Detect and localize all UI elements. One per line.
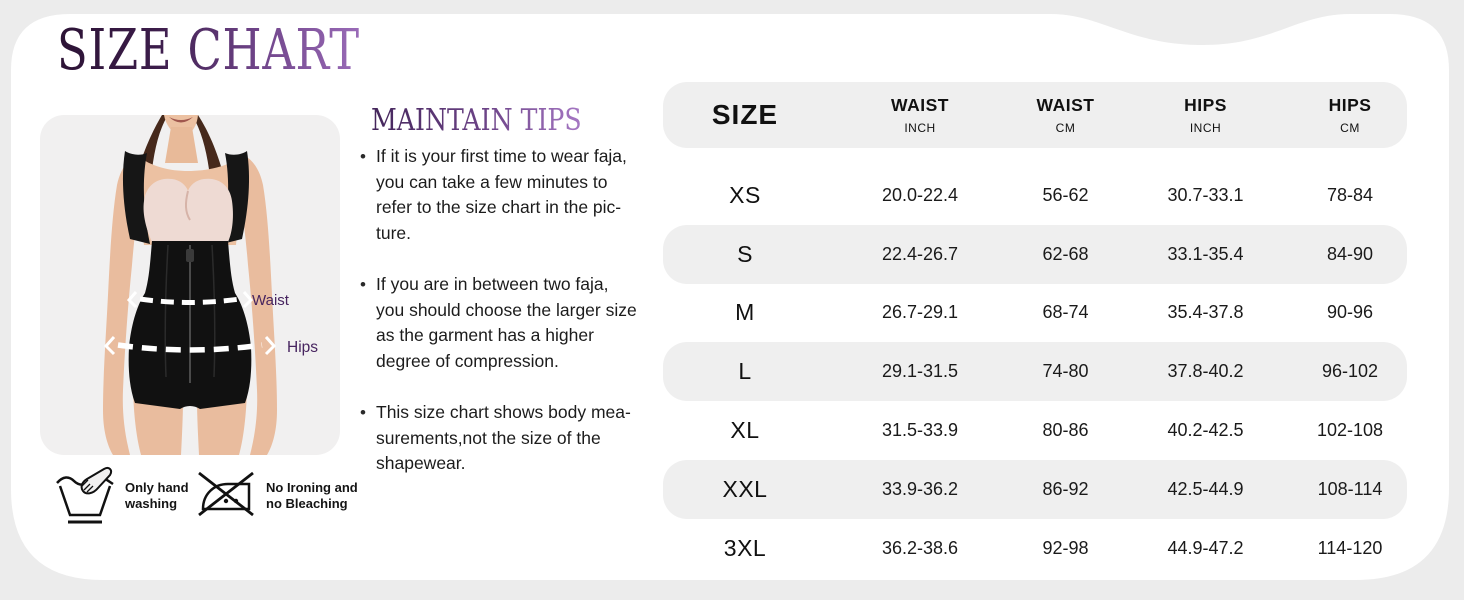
tip-item: If it is your first time to wear faja, y… [360, 144, 680, 246]
hand-wash-icon [56, 466, 114, 524]
waist-inch-cell: 31.5-33.9 [881, 420, 959, 441]
hips-cm-cell: 78-84 [1326, 184, 1374, 205]
column-unit: INCH [1189, 121, 1222, 135]
shapewear-model-illustration: Waist Hips [103, 115, 318, 455]
table-row: XS 20.0-22.4 56-62 30.7-33.1 78-84 [663, 166, 1407, 225]
waist-cm-cell: 68-74 [1042, 302, 1089, 323]
hips-arrow-right [264, 336, 277, 356]
hips-inch-cell: 40.2-42.5 [1167, 420, 1244, 441]
size-cell: L [738, 358, 752, 385]
waist-measure-line [139, 296, 241, 305]
waist-cm-cell: 74-80 [1042, 361, 1089, 382]
column-unit: CM [1340, 121, 1360, 135]
zipper-pull [186, 249, 194, 262]
column-header-size: SIZE [663, 99, 827, 131]
waist-inch-cell: 22.4-26.7 [881, 243, 959, 264]
waist-cm-cell: 56-62 [1042, 184, 1089, 205]
right-arm [239, 155, 277, 455]
hips-cm-cell: 84-90 [1326, 243, 1374, 264]
waist-inch-cell: 33.9-36.2 [881, 478, 959, 499]
model-figure-card: Waist Hips [40, 115, 340, 455]
tip-item: This size chart shows body mea- surement… [360, 400, 680, 477]
hips-inch-cell: 44.9-47.2 [1167, 537, 1244, 558]
waist-arrow-left [126, 291, 138, 309]
hips-arrow-left [103, 336, 116, 356]
size-table-header: SIZE WAIST INCH WAIST CM HIPS INCH HIPS … [663, 82, 1407, 148]
hips-inch-cell: 35.4-37.8 [1167, 302, 1244, 323]
column-unit: INCH [904, 121, 936, 135]
column-label: SIZE [711, 99, 779, 130]
column-label: WAIST [891, 95, 949, 115]
column-label: HIPS [1184, 95, 1227, 115]
waist-cm-cell: 92-98 [1042, 537, 1089, 558]
boning-left [164, 244, 169, 378]
waist-arrow-right [242, 291, 254, 309]
tip-item: If you are in between two faja, you shou… [360, 272, 680, 374]
care-label: Only hand washing [125, 480, 189, 511]
hips-inch-cell: 33.1-35.4 [1167, 243, 1244, 264]
table-row: L 29.1-31.5 74-80 37.8-40.2 96-102 [663, 342, 1407, 402]
table-row: S 22.4-26.7 62-68 33.1-35.4 84-90 [663, 224, 1407, 284]
size-table-body: XS 20.0-22.4 56-62 30.7-33.1 78-84 S 22.… [663, 166, 1407, 578]
size-cell: XL [730, 417, 760, 444]
waist-cm-cell: 86-92 [1042, 478, 1089, 499]
tips-list: If it is your first time to wear faja, y… [360, 144, 680, 503]
bra-seam [184, 190, 191, 221]
size-cell: XS [729, 181, 761, 208]
column-label: WAIST [1036, 95, 1095, 115]
hips-cm-cell: 108-114 [1317, 478, 1383, 499]
boning-right [211, 244, 216, 378]
hips-measure-line [117, 342, 263, 353]
page-title: SIZE CHART [57, 18, 360, 83]
care-item-hand-wash: Only hand washing [55, 466, 189, 528]
hips-label: Hips [287, 339, 318, 356]
hips-inch-cell: 37.8-40.2 [1167, 361, 1244, 382]
care-label: No Ironing and no Bleaching [266, 480, 358, 511]
table-row: 3XL 36.2-38.6 92-98 44.9-47.2 114-120 [663, 519, 1407, 578]
column-label: HIPS [1328, 95, 1372, 115]
mouth [169, 117, 193, 123]
hips-cm-cell: 96-102 [1321, 361, 1379, 382]
size-cell: S [737, 240, 753, 267]
left-strap [122, 151, 150, 244]
waist-inch-cell: 20.0-22.4 [881, 184, 959, 205]
column-header-waist-cm: WAIST CM [1013, 95, 1118, 135]
table-row: M 26.7-29.1 68-74 35.4-37.8 90-96 [663, 284, 1407, 343]
no-iron-icon [198, 471, 254, 517]
tips-heading: MAINTAIN TIPS [371, 103, 582, 138]
waist-label: Waist [252, 292, 290, 309]
hips-inch-cell: 42.5-44.9 [1167, 478, 1244, 499]
table-row: XXL 33.9-36.2 86-92 42.5-44.9 108-114 [663, 459, 1407, 519]
hips-inch-cell: 30.7-33.1 [1167, 184, 1244, 205]
waist-inch-cell: 26.7-29.1 [881, 302, 959, 323]
care-item-no-iron: No Ironing and no Bleaching [196, 466, 358, 524]
waist-inch-cell: 36.2-38.6 [881, 537, 959, 558]
size-cell: 3XL [723, 534, 767, 561]
size-cell: XXL [722, 475, 768, 502]
neck [165, 127, 198, 163]
table-row: XL 31.5-33.9 80-86 40.2-42.5 102-108 [663, 401, 1407, 460]
hips-cm-cell: 102-108 [1316, 420, 1384, 441]
hips-cm-cell: 90-96 [1326, 302, 1374, 323]
waist-inch-cell: 29.1-31.5 [881, 361, 959, 382]
hips-cm-cell: 114-120 [1317, 537, 1383, 558]
column-unit: CM [1055, 121, 1076, 135]
waist-cm-cell: 80-86 [1042, 420, 1089, 441]
column-header-hips-cm: HIPS CM [1293, 95, 1407, 135]
column-header-waist-inch: WAIST INCH [827, 95, 1013, 135]
size-cell: M [735, 299, 755, 326]
column-header-hips-inch: HIPS INCH [1118, 95, 1293, 135]
waist-cm-cell: 62-68 [1042, 243, 1089, 264]
